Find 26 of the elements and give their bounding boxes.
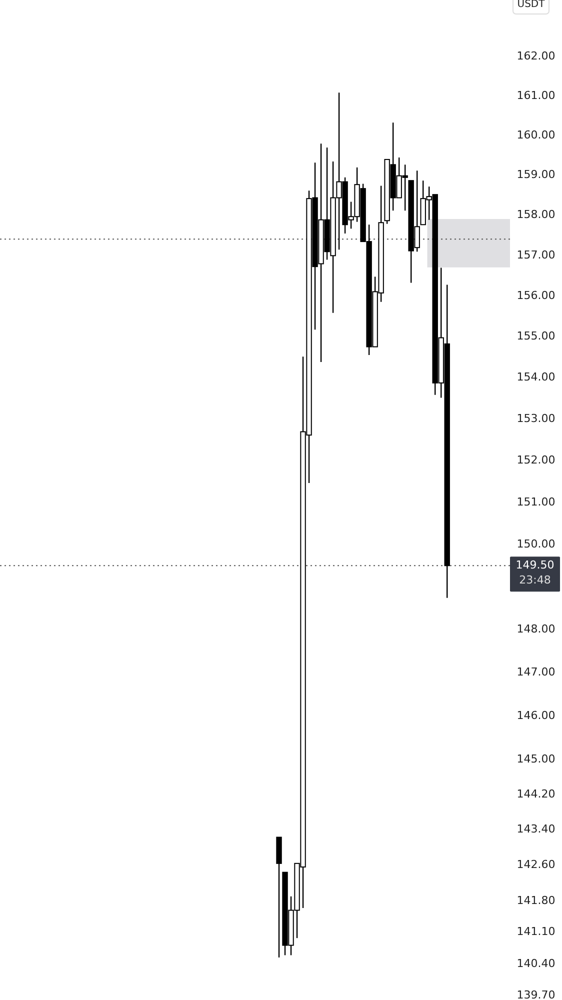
ref-line-label: 149.50 — [516, 558, 554, 572]
y-tick-label: 146.00 — [516, 708, 556, 722]
y-tick-label: 139.70 — [516, 988, 556, 1000]
y-tick-label: 158.00 — [516, 208, 556, 222]
y-tick-label: 161.00 — [516, 88, 556, 102]
y-tick-label: 150.00 — [516, 537, 556, 550]
y-tick-label: 155.00 — [516, 330, 556, 343]
text: 23:48 — [519, 574, 551, 587]
y-tick-label: 141.80 — [516, 894, 556, 907]
y-tick-label: 159.00 — [516, 168, 556, 182]
y-tick-label: 153.00 — [516, 412, 556, 425]
y-tick-label: 162.00 — [516, 49, 556, 63]
y-tick-label: 140.40 — [516, 956, 556, 970]
y-tick-label: 143.40 — [516, 822, 556, 836]
y-tick-label: 154.00 — [516, 370, 556, 384]
y-tick-label: 160.00 — [516, 128, 556, 142]
y-tick-label: 157.00 — [516, 248, 556, 262]
y-tick-label: 147.00 — [516, 666, 556, 679]
y-tick-label: 142.60 — [516, 858, 556, 872]
y-tick-label: 151.00 — [516, 495, 556, 508]
y-tick-label: 156.00 — [516, 288, 556, 302]
y-tick-label: 141.10 — [516, 925, 556, 938]
y-tick-label: 145.00 — [516, 752, 556, 766]
y-tick-label: 152.00 — [516, 453, 556, 466]
y-tick-label: 148.00 — [516, 622, 556, 636]
y-tick-label: 144.20 — [516, 787, 556, 800]
